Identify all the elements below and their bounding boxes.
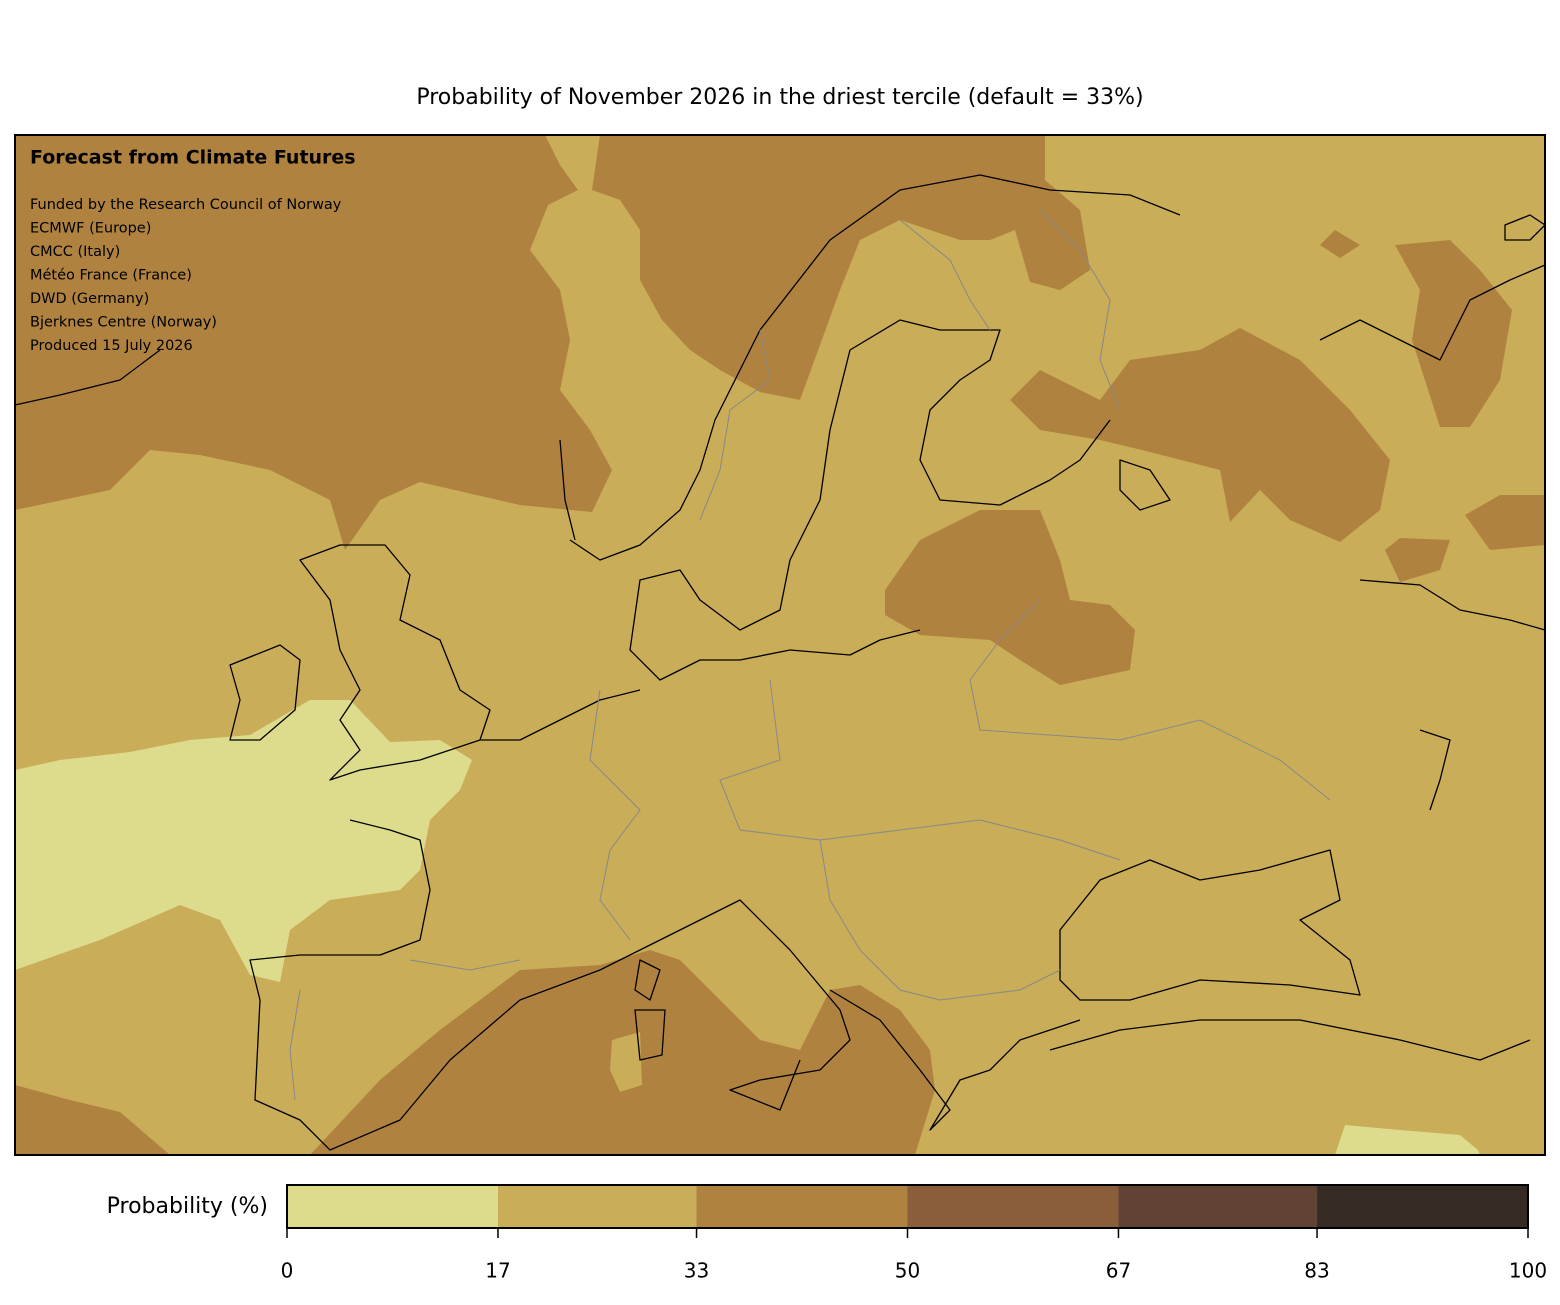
annotation-line: ECMWF (Europe) — [30, 221, 151, 237]
annotation-line: Produced 15 July 2026 — [30, 338, 193, 354]
colorbar-tick-label: 0 — [281, 1259, 294, 1283]
annotation-line: CMCC (Italy) — [30, 244, 120, 260]
annotation-line: Funded by the Research Council of Norway — [30, 197, 342, 213]
title: Probability of November 2026 in the drie… — [416, 85, 1143, 110]
map: Forecast from Climate Futures Funded by … — [14, 134, 1546, 1156]
colorbar-bin — [1317, 1185, 1528, 1228]
colorbar: 0 17 33 50 67 83 100 — [281, 1184, 1547, 1283]
colorbar-label: Probability (%) — [107, 1194, 268, 1219]
annotation-line: DWD (Germany) — [30, 291, 149, 307]
annotation-heading: Forecast from Climate Futures — [30, 147, 356, 169]
colorbar-bin — [497, 1185, 697, 1228]
colorbar-bin — [907, 1185, 1119, 1228]
coastlines — [14, 174, 1546, 1151]
contour-high — [15, 135, 1545, 1155]
annotation-line: Météo France (France) — [30, 268, 192, 284]
colorbar-tick-label: 17 — [485, 1259, 510, 1283]
colorbar-bin — [287, 1185, 498, 1228]
map-frame — [14, 134, 1546, 1156]
colorbar-tick-label: 83 — [1304, 1259, 1329, 1283]
annotation-line: Bjerknes Centre (Norway) — [30, 315, 217, 331]
colorbar-bin — [696, 1185, 908, 1228]
contour-mid — [610, 1032, 642, 1092]
colorbar-tick-label: 67 — [1106, 1259, 1131, 1283]
colorbar-bin — [1118, 1185, 1318, 1228]
borders — [289, 209, 1331, 1101]
colorbar-tick-label: 100 — [1509, 1259, 1547, 1283]
colorbar-tick-label: 50 — [895, 1259, 920, 1283]
colorbar-tick-label: 33 — [684, 1259, 709, 1283]
